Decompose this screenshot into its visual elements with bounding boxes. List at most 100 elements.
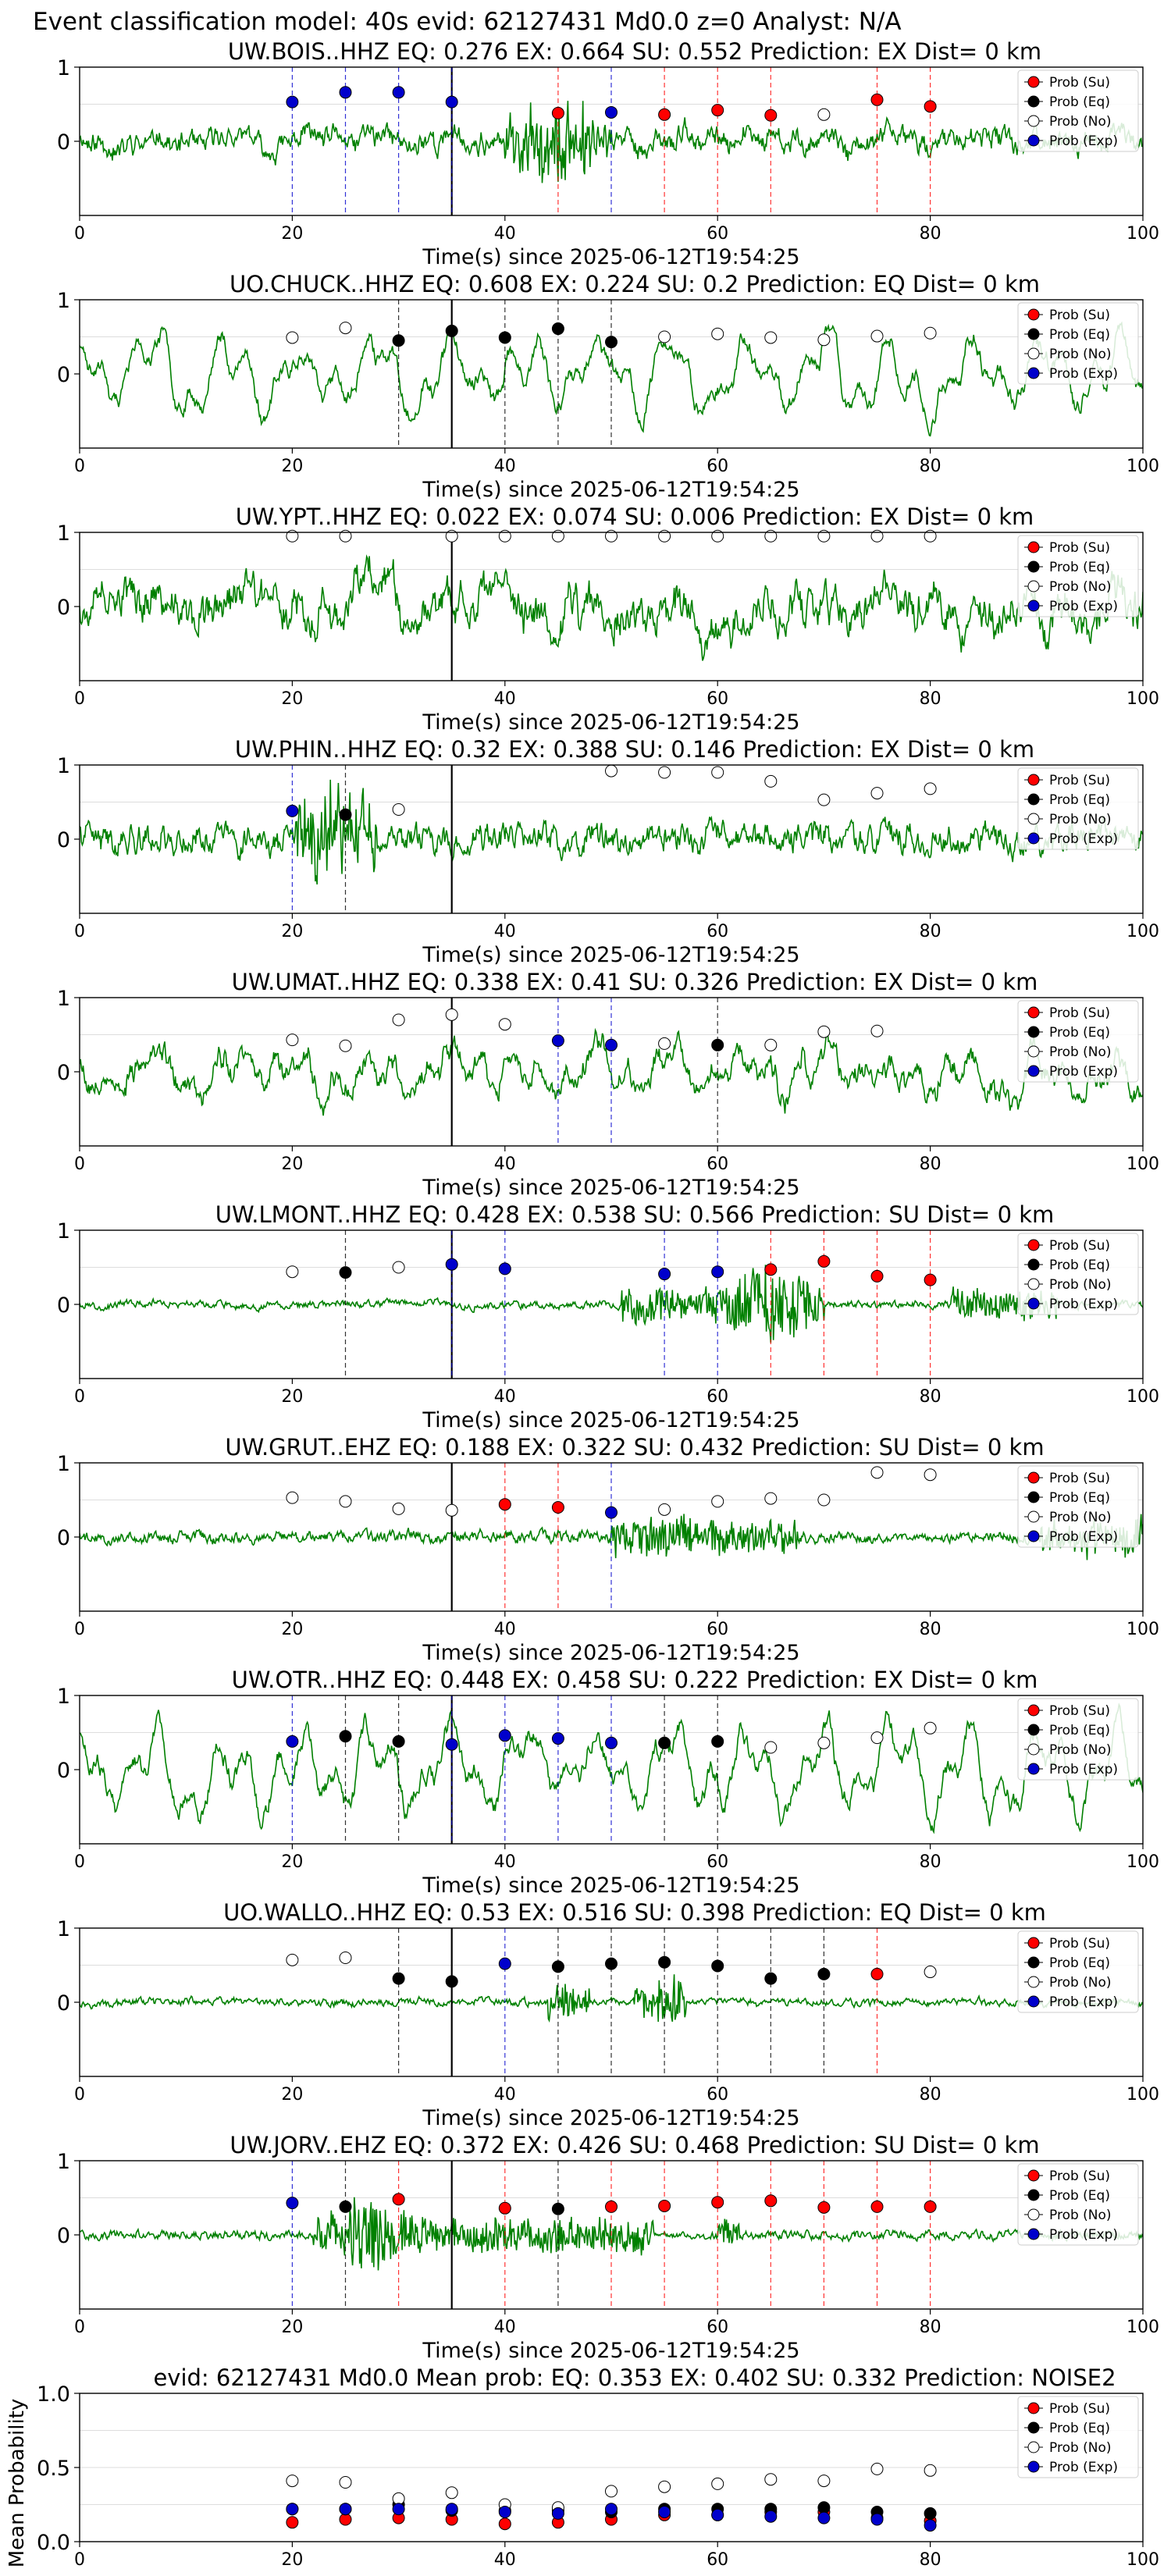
x-tick-label: 20: [281, 457, 303, 476]
prob-point-exp: [498, 1262, 511, 1276]
prob-point-no: [658, 529, 671, 543]
x-tick-label: 40: [494, 1620, 516, 1639]
x-tick-label: 60: [707, 1620, 728, 1639]
prob-point-no: [392, 1261, 405, 1274]
y-tick-label: 1: [57, 289, 70, 313]
x-axis-label: Time(s) since 2025-06-12T19:54:25: [422, 478, 799, 502]
prob-point-eq: [817, 2501, 831, 2514]
legend-label: Prob (Exp): [1049, 1064, 1118, 1080]
legend-label: Prob (Eq): [1049, 1490, 1110, 1506]
x-axis-label: Time(s) since 2025-06-12T19:54:25: [422, 2106, 799, 2130]
prob-point-eq: [551, 2202, 564, 2215]
prob-point-exp: [605, 105, 618, 119]
x-tick-label: 40: [494, 922, 516, 941]
legend-label: Prob (Eq): [1049, 1258, 1110, 1273]
legend-marker: [1027, 367, 1040, 379]
prob-point-no: [764, 2473, 778, 2486]
legend-marker: [1027, 774, 1040, 786]
prob-point-su: [817, 1254, 831, 1268]
legend-marker: [1027, 1471, 1040, 1484]
legend-marker: [1027, 1297, 1040, 1310]
x-tick-label: 60: [707, 1852, 728, 1872]
prob-point-su: [339, 2513, 352, 2526]
legend-marker: [1027, 1956, 1040, 1969]
legend-marker: [1027, 1995, 1040, 2008]
prob-point-no: [711, 1495, 724, 1508]
legend-marker: [1027, 1704, 1040, 1717]
prob-point-exp: [551, 1732, 564, 1745]
prob-point-su: [924, 1273, 937, 1286]
prob-point-no: [658, 330, 671, 343]
y-tick-label: 1.0: [37, 2382, 70, 2407]
prob-point-no: [924, 1721, 937, 1735]
legend-marker: [1027, 541, 1040, 553]
waveform-trace: [80, 1703, 1143, 1834]
legend-marker: [1027, 832, 1040, 845]
prob-point-eq: [924, 2507, 937, 2520]
waveform-trace: [80, 1265, 1143, 1343]
prob-point-exp: [817, 2511, 831, 2524]
prob-point-exp: [445, 2503, 458, 2516]
legend-label: Prob (Su): [1049, 1936, 1110, 1952]
x-tick-label: 100: [1127, 1852, 1159, 1872]
legend-marker: [1027, 2189, 1040, 2201]
prob-point-su: [711, 104, 724, 117]
prob-point-su: [924, 100, 937, 113]
panel-title: UW.OTR..HHZ EQ: 0.448 EX: 0.458 SU: 0.22…: [232, 1667, 1038, 1693]
waveform-trace: [80, 1514, 1143, 1560]
prob-point-no: [392, 1013, 405, 1026]
x-axis-label: Time(s) since 2025-06-12T19:54:25: [422, 1873, 799, 1898]
prob-point-exp: [445, 1738, 458, 1751]
legend-label: Prob (Su): [1049, 1471, 1110, 1486]
prob-point-no: [498, 1018, 511, 1031]
legend-label: Prob (No): [1049, 1277, 1112, 1293]
prob-point-su: [711, 2196, 724, 2209]
legend-label: Prob (Exp): [1049, 133, 1118, 149]
prob-point-no: [392, 2492, 405, 2505]
plot-area: [80, 300, 1143, 448]
legend-label: Prob (No): [1049, 1742, 1112, 1758]
prob-point-no: [870, 529, 884, 543]
y-tick-label: 0: [57, 130, 70, 155]
station-panel: UW.YPT..HHZ EQ: 0.022 EX: 0.074 SU: 0.00…: [57, 503, 1159, 735]
prob-point-no: [764, 1492, 778, 1505]
plot-area: [80, 1928, 1143, 2076]
legend-box: [1017, 1000, 1139, 1083]
legend-label: Prob (Su): [1049, 2401, 1110, 2417]
legend-label: Prob (Su): [1049, 773, 1110, 788]
x-tick-label: 60: [707, 1155, 728, 1174]
prob-point-exp: [605, 2503, 618, 2516]
legend-label: Prob (Exp): [1049, 1297, 1118, 1312]
legend-label: Prob (No): [1049, 347, 1112, 362]
prob-point-no: [286, 2475, 299, 2488]
legend-label: Prob (No): [1049, 579, 1112, 595]
plot-area: [80, 1230, 1143, 1379]
plot-area: [80, 2161, 1143, 2309]
legend-box: [1017, 302, 1139, 385]
y-tick-label: 0: [57, 1526, 70, 1550]
legend-box: [1017, 1930, 1139, 2013]
x-axis-label: Time(s) since 2025-06-12T19:54:25: [422, 245, 799, 269]
legend-box: [1017, 69, 1139, 152]
prob-point-eq: [339, 2200, 352, 2213]
prob-point-no: [605, 2485, 618, 2498]
legend-label: Prob (Eq): [1049, 2421, 1110, 2436]
legend-marker: [1027, 115, 1040, 127]
x-tick-label: 40: [494, 457, 516, 476]
x-tick-label: 0: [74, 689, 85, 709]
x-tick-label: 20: [281, 689, 303, 709]
prob-point-eq: [392, 1735, 405, 1748]
prob-point-exp: [445, 95, 458, 109]
x-tick-label: 0: [74, 922, 85, 941]
plot-area: [80, 1695, 1143, 1844]
prob-point-eq: [764, 1972, 778, 1985]
prob-point-no: [658, 1503, 671, 1516]
x-axis-label: Time(s) since 2025-06-12T19:54:25: [422, 1176, 799, 1200]
prob-point-exp: [445, 1258, 458, 1271]
x-tick-label: 80: [920, 689, 941, 709]
prob-point-no: [817, 1493, 831, 1507]
x-tick-label: 80: [920, 224, 941, 244]
prob-point-eq: [498, 331, 511, 344]
x-tick-label: 40: [494, 224, 516, 244]
prob-point-exp: [286, 2197, 299, 2210]
